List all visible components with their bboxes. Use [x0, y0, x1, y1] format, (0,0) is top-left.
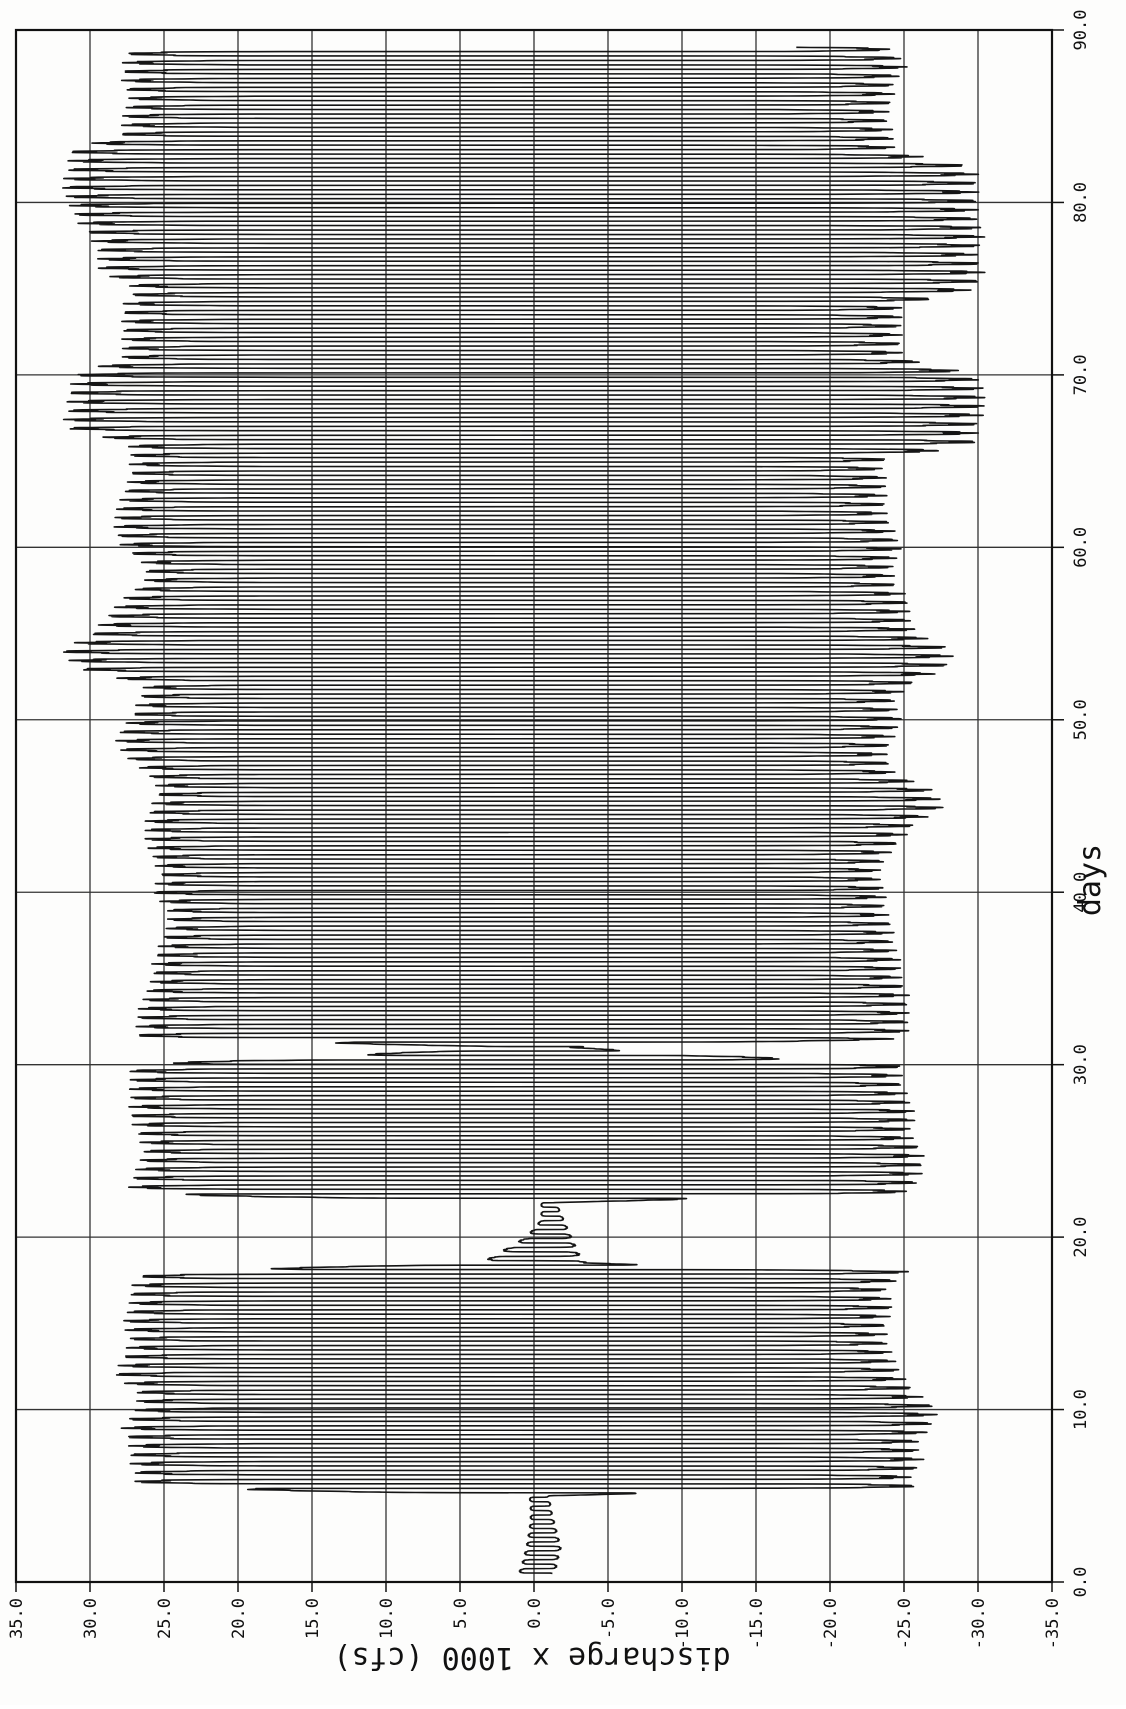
y-tick-label: -25.0	[895, 1598, 915, 1649]
y-tick-label: -15.0	[747, 1598, 767, 1649]
x-axis-ticks: 0.0 10.0 20.0 30.0 40.0 50.0 60.0 70.0 80.0 90.0	[1052, 10, 1091, 1598]
y-tick-label: -20.0	[821, 1598, 841, 1649]
x-tick-label: 80.0	[1071, 182, 1091, 223]
y-tick-label: -5.0	[599, 1598, 619, 1639]
x-tick-label: 90.0	[1071, 10, 1091, 51]
y-axis-title: discharge x 1000 (cfs)	[333, 1640, 730, 1675]
y-tick-label: -35.0	[1043, 1598, 1063, 1649]
y-tick-label: 15.0	[303, 1598, 323, 1639]
y-tick-label: 20.0	[229, 1598, 249, 1639]
x-axis-title: days	[1073, 844, 1108, 916]
discharge-trace	[61, 46, 986, 1575]
y-tick-label: 10.0	[377, 1598, 397, 1639]
y-tick-label: 35.0	[7, 1598, 27, 1639]
x-tick-label: 60.0	[1071, 527, 1091, 568]
x-tick-label: 20.0	[1071, 1217, 1091, 1258]
x-tick-label: 50.0	[1071, 699, 1091, 740]
y-tick-label: -30.0	[969, 1598, 989, 1649]
y-tick-label: 0.0	[525, 1598, 545, 1629]
series-discharge	[61, 46, 986, 1575]
x-tick-label: 40.0	[1071, 872, 1091, 913]
x-tick-label: 0.0	[1071, 1567, 1091, 1598]
x-tick-label: 30.0	[1071, 1044, 1091, 1085]
y-tick-label: -10.0	[673, 1598, 693, 1649]
y-axis-ticks: 35.0 30.0 25.0 20.0 15.0 10.0 5.0 0.0 -5.0 -10.0 -…	[7, 1582, 1063, 1649]
y-tick-label: 5.0	[451, 1598, 471, 1629]
y-tick-label: 30.0	[81, 1598, 101, 1639]
x-tick-label: 70.0	[1071, 354, 1091, 395]
x-tick-label: 10.0	[1071, 1389, 1091, 1430]
y-tick-label: 25.0	[155, 1598, 175, 1639]
